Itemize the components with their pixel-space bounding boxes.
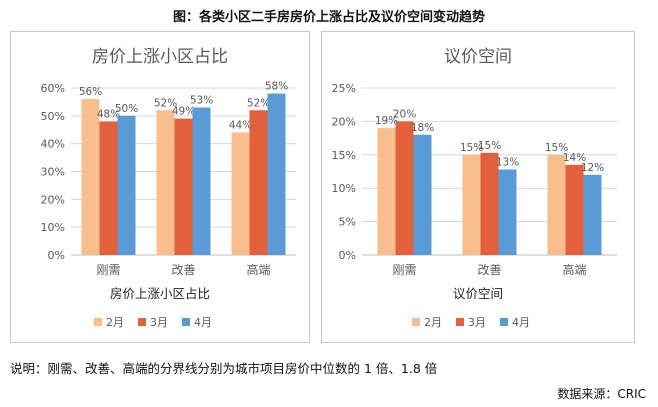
footnote: 说明：刚需、改善、高端的分界线分别为城市项目房价中位数的 1 倍、1.8 倍 (10, 361, 438, 376)
figure-title: 图：各类小区二手房房价上涨占比及议价空间变动趋势 (172, 10, 485, 25)
bar (231, 132, 250, 255)
chart-title: 议价空间 (444, 47, 512, 67)
y-tick-label: 10% (41, 221, 65, 234)
data-label: 14% (563, 152, 586, 164)
bar (498, 169, 517, 255)
x-axis-label: 议价空间 (453, 286, 503, 301)
data-label: 52% (154, 97, 177, 109)
bar (377, 128, 396, 255)
bar (156, 110, 175, 256)
chart-bargain-space: 议价空间0%5%10%15%20%25%19%20%18%刚需15%15%13%… (332, 47, 617, 329)
x-tick-label: 高端 (246, 262, 270, 277)
data-label: 20% (393, 108, 416, 120)
y-tick-label: 40% (41, 138, 65, 151)
legend-swatch (182, 318, 190, 326)
y-tick-label: 30% (41, 166, 65, 179)
bar (267, 93, 286, 255)
data-label: 53% (190, 94, 213, 106)
bar (480, 152, 499, 255)
bar (117, 115, 136, 255)
data-label: 15% (478, 140, 501, 152)
bar (192, 107, 211, 255)
chart-panel-right: 议价空间 0% 5% 10% 15% 20% 25% 19% 20% 18% 刚需 15% 15% 13%… (321, 31, 635, 343)
data-label: 44% (229, 120, 252, 132)
legend-swatch (500, 318, 508, 326)
chart-panel-left: 房价上涨小区占比 0% 10% 20% 30% 40% 50% 60% 56% 48% 50% 刚需 5… (10, 31, 310, 343)
chart-title: 房价上涨小区占比 (92, 47, 228, 67)
bar (249, 110, 268, 256)
x-tick-label: 改善 (171, 262, 195, 277)
y-tick-label: 20% (41, 193, 65, 206)
x-tick-label: 改善 (477, 262, 501, 277)
data-label: 12% (581, 162, 604, 174)
data-source: 数据来源：CRIC (557, 387, 646, 401)
x-tick-label: 高端 (562, 262, 586, 277)
bar (547, 154, 566, 255)
y-tick-label: 15% (332, 149, 356, 162)
bar (565, 164, 584, 255)
y-tick-label: 0% (48, 249, 65, 262)
data-label: 15% (460, 142, 483, 154)
bar (81, 99, 100, 255)
data-label: 48% (97, 108, 120, 120)
y-tick-label: 60% (41, 82, 65, 95)
legend-label: 3月 (150, 316, 168, 329)
data-label: 15% (545, 142, 568, 154)
legend-label: 3月 (468, 316, 486, 329)
legend-label: 4月 (512, 316, 530, 329)
legend-label: 2月 (424, 316, 442, 329)
bar (395, 121, 414, 256)
data-label: 18% (411, 122, 434, 134)
data-label: 49% (172, 106, 195, 118)
bar (174, 118, 193, 255)
x-axis-label: 房价上涨小区占比 (110, 286, 210, 301)
data-label: 13% (496, 156, 519, 168)
data-label: 56% (79, 86, 102, 98)
legend-swatch (412, 318, 420, 326)
data-label: 19% (375, 115, 398, 127)
data-label: 52% (247, 97, 270, 109)
y-tick-label: 5% (339, 216, 356, 229)
bar (583, 174, 602, 255)
y-tick-label: 25% (332, 82, 356, 95)
x-tick-label: 刚需 (96, 263, 120, 277)
legend-label: 2月 (106, 316, 124, 329)
x-tick-label: 刚需 (392, 263, 416, 277)
legend-swatch (456, 318, 464, 326)
data-label: 58% (265, 81, 288, 93)
legend-label: 4月 (194, 316, 212, 329)
bar (413, 134, 432, 255)
bar (462, 154, 481, 255)
data-label: 50% (115, 103, 138, 115)
y-tick-label: 50% (41, 110, 65, 123)
legend-swatch (94, 318, 102, 326)
y-tick-label: 10% (332, 182, 356, 195)
bar (99, 121, 118, 256)
y-tick-label: 0% (339, 249, 356, 262)
y-tick-label: 20% (332, 115, 356, 128)
legend-swatch (138, 318, 146, 326)
